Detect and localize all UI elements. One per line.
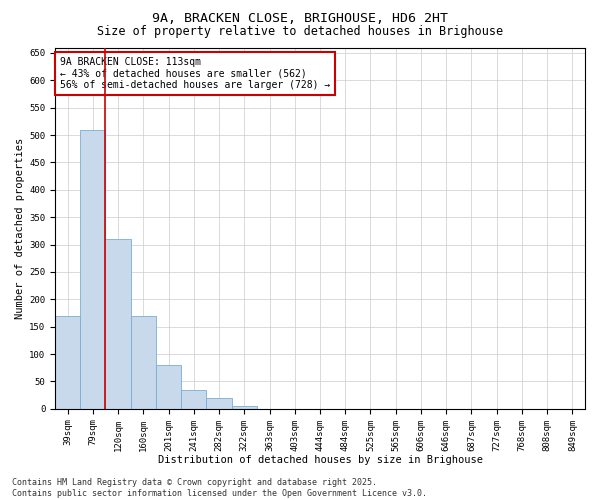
Y-axis label: Number of detached properties: Number of detached properties: [15, 138, 25, 319]
Text: Size of property relative to detached houses in Brighouse: Size of property relative to detached ho…: [97, 25, 503, 38]
Bar: [156, 365, 181, 409]
Text: 9A BRACKEN CLOSE: 113sqm
← 43% of detached houses are smaller (562)
56% of semi-: 9A BRACKEN CLOSE: 113sqm ← 43% of detach…: [61, 56, 331, 90]
Bar: [80, 130, 106, 409]
Bar: [181, 390, 206, 409]
Bar: [55, 316, 80, 409]
X-axis label: Distribution of detached houses by size in Brighouse: Distribution of detached houses by size …: [158, 455, 482, 465]
Bar: [131, 316, 156, 409]
Text: 9A, BRACKEN CLOSE, BRIGHOUSE, HD6 2HT: 9A, BRACKEN CLOSE, BRIGHOUSE, HD6 2HT: [152, 12, 448, 26]
Bar: [106, 239, 131, 409]
Bar: [232, 406, 257, 409]
Bar: [206, 398, 232, 409]
Text: Contains HM Land Registry data © Crown copyright and database right 2025.
Contai: Contains HM Land Registry data © Crown c…: [12, 478, 427, 498]
